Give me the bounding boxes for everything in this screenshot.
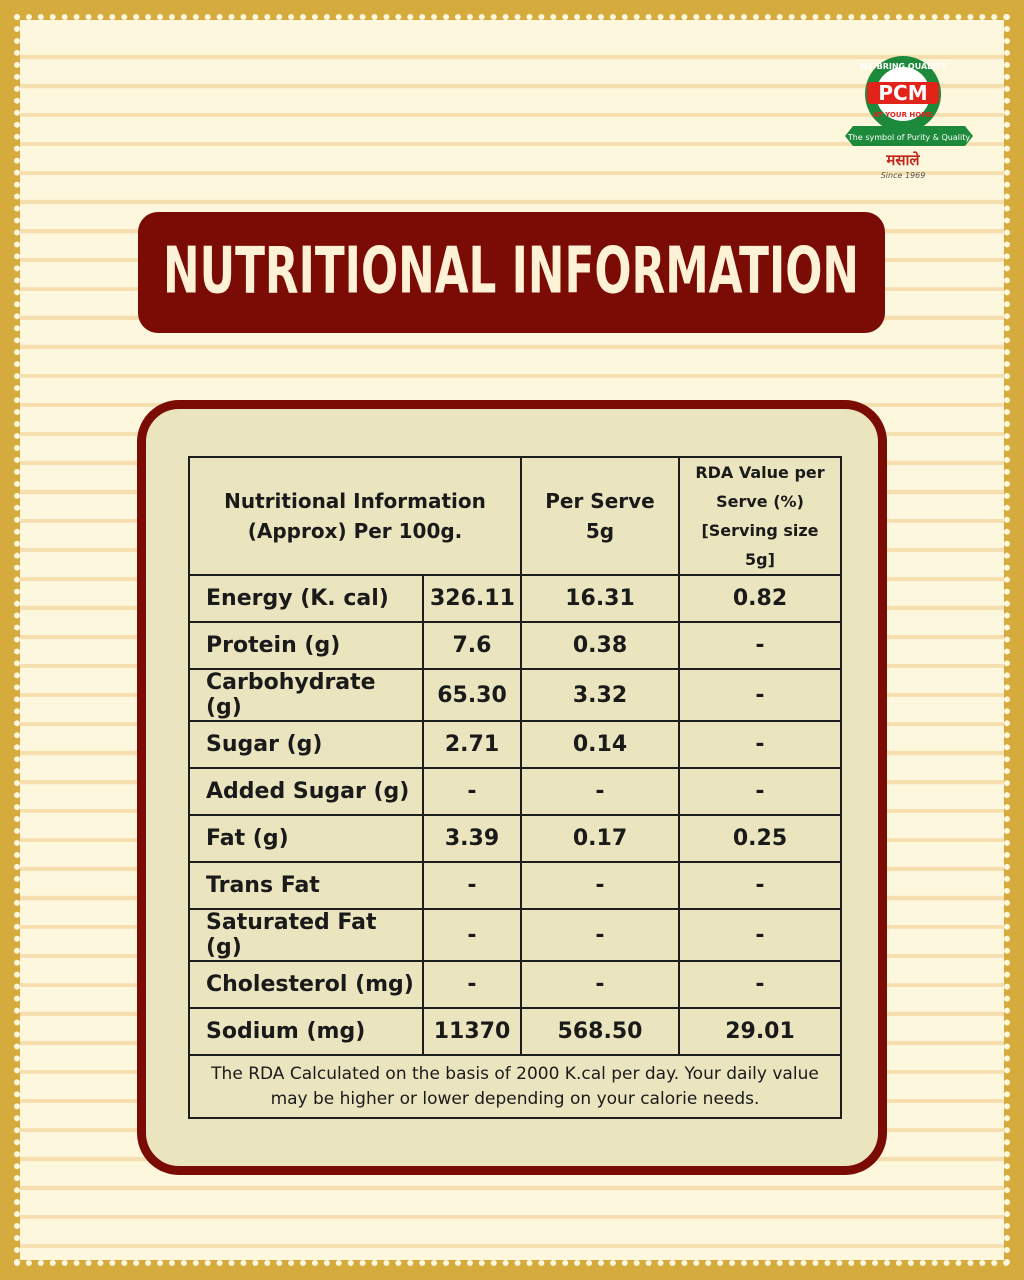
value-cell: - — [678, 720, 842, 769]
footnote: The RDA Calculated on the basis of 2000 … — [188, 1054, 842, 1119]
title-svg: NUTRITIONAL INFORMATION — [163, 235, 859, 309]
value-cell: - — [678, 908, 842, 962]
value-cell: - — [678, 668, 842, 722]
value-cell: - — [422, 960, 522, 1009]
value-cell: - — [422, 861, 522, 910]
header-row: Nutritional Information (Approx) Per 100… — [188, 456, 842, 576]
value-cell: - — [520, 861, 680, 910]
value-cell: 65.30 — [422, 668, 522, 722]
value-cell: - — [678, 960, 842, 1009]
value-cell: 0.14 — [520, 720, 680, 769]
value-cell: - — [678, 621, 842, 670]
value-cell: 0.82 — [678, 574, 842, 623]
perforated-edge — [14, 14, 1010, 1266]
value-cell: 0.38 — [520, 621, 680, 670]
logo-product: मसाले — [885, 151, 920, 169]
logo-ribbon-text: The symbol of Purity & Quality — [847, 133, 970, 142]
value-cell: - — [520, 960, 680, 1009]
data-row: Cholesterol (mg) - - - — [188, 960, 842, 1009]
nutrient-label: Sodium (mg) — [188, 1007, 424, 1056]
value-cell: 2.71 — [422, 720, 522, 769]
nutrient-label: Saturated Fat (g) — [188, 908, 424, 962]
value-cell: 11370 — [422, 1007, 522, 1056]
data-row: Trans Fat - - - — [188, 861, 842, 910]
nutrition-table: Nutritional Information (Approx) Per 100… — [188, 456, 842, 1119]
value-cell: 326.11 — [422, 574, 522, 623]
value-cell: 3.39 — [422, 814, 522, 863]
value-cell: 29.01 — [678, 1007, 842, 1056]
value-cell: 0.25 — [678, 814, 842, 863]
value-cell: - — [422, 908, 522, 962]
table-body: Nutritional Information (Approx) Per 100… — [188, 456, 842, 1119]
logo-arc-bottom: AT YOUR HOME — [873, 111, 933, 119]
nutrient-label: Sugar (g) — [188, 720, 424, 769]
header-cell: RDA Value per Serve (%) [Serving size 5g… — [678, 456, 842, 576]
nutrient-label: Energy (K. cal) — [188, 574, 424, 623]
data-row: Protein (g) 7.6 0.38- — [188, 621, 842, 670]
header-cell: Nutritional Information (Approx) Per 100… — [188, 456, 522, 576]
value-cell: - — [678, 767, 842, 816]
data-row: Added Sugar (g) - - - — [188, 767, 842, 816]
nutrient-label: Carbohydrate (g) — [188, 668, 424, 722]
nutrient-label: Trans Fat — [188, 861, 424, 910]
footer-row: The RDA Calculated on the basis of 2000 … — [188, 1054, 842, 1119]
nutrient-label: Added Sugar (g) — [188, 767, 424, 816]
logo-brand: PCM — [878, 81, 927, 105]
data-row: Sugar (g) 2.71 0.14- — [188, 720, 842, 769]
nutrient-label: Fat (g) — [188, 814, 424, 863]
nutrient-label: Protein (g) — [188, 621, 424, 670]
title-banner: NUTRITIONAL INFORMATION — [138, 212, 885, 333]
value-cell: - — [678, 861, 842, 910]
value-cell: 3.32 — [520, 668, 680, 722]
nutrient-label: Cholesterol (mg) — [188, 960, 424, 1009]
value-cell: 568.50 — [520, 1007, 680, 1056]
value-cell: - — [520, 767, 680, 816]
data-row: Fat (g) 3.39 0.17 0.25 — [188, 814, 842, 863]
logo: WE BRING QUALITY PCM AT YOUR HOME The sy… — [845, 56, 973, 180]
value-cell: 7.6 — [422, 621, 522, 670]
header-cell: Per Serve 5g — [520, 456, 680, 576]
data-row: Saturated Fat (g) - - - — [188, 908, 842, 962]
data-row: Energy (K. cal) 326.11 16.31 0.82 — [188, 574, 842, 623]
logo-since: Since 1969 — [881, 171, 926, 180]
value-cell: - — [422, 767, 522, 816]
title: NUTRITIONAL INFORMATION — [163, 235, 859, 309]
logo-arc-top: WE BRING QUALITY — [860, 62, 947, 71]
logo-bar — [867, 82, 939, 104]
value-cell: 16.31 — [520, 574, 680, 623]
data-row: Carbohydrate (g) 65.30 3.32- — [188, 668, 842, 722]
value-cell: - — [520, 908, 680, 962]
value-cell: 0.17 — [520, 814, 680, 863]
data-row: Sodium (mg) 11370 568.50 29.01 — [188, 1007, 842, 1056]
logo-ribbon — [845, 126, 973, 146]
